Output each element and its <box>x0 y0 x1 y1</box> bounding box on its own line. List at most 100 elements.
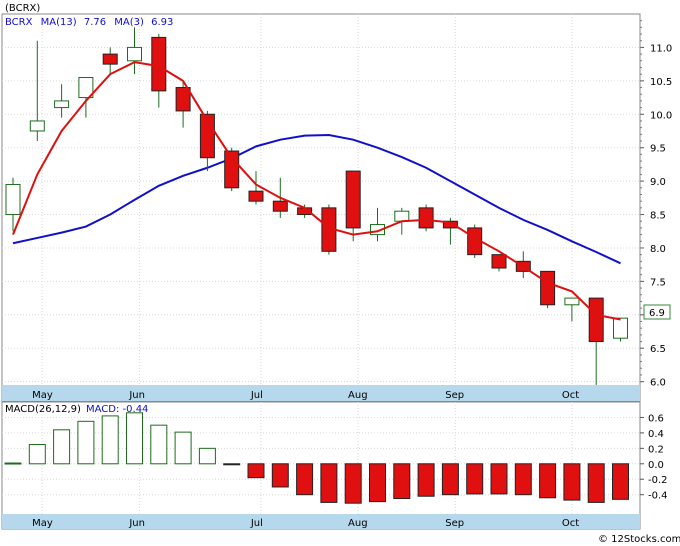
candle-body <box>29 120 45 132</box>
price-month-label: Jun <box>128 390 145 401</box>
price-axis: 6.06.57.07.58.08.59.09.510.010.511.0 <box>640 20 672 389</box>
ma3-path <box>12 61 621 321</box>
ma-legend: BCRX MA(13) 7.76 MA(3) 6.93 <box>5 17 173 28</box>
watermark: © 12Stocks.com <box>598 534 680 545</box>
last-price-value: 6.9 <box>649 308 665 319</box>
price-month-label: Jul <box>250 390 263 401</box>
candles <box>5 27 628 385</box>
candle-body <box>54 100 70 109</box>
macd-bar <box>441 463 459 496</box>
macd-bar <box>4 462 22 465</box>
macd-bar <box>320 463 338 503</box>
ma3-line <box>12 61 621 321</box>
candle <box>151 34 167 108</box>
macd-tick-label: 0.6 <box>648 413 664 424</box>
macd-month-label: Jul <box>250 518 263 529</box>
macd-tick-label: 0.4 <box>648 429 664 440</box>
candle <box>102 47 118 75</box>
candle-body <box>151 36 167 92</box>
price-tick-label: 9.5 <box>650 144 666 155</box>
symbol-label: (BCRX) <box>5 3 40 14</box>
ma3-legend-value: 6.93 <box>151 17 173 28</box>
ma-legend-symbol: BCRX <box>5 17 33 28</box>
macd-month-label: May <box>32 518 53 529</box>
price-date-strip <box>2 385 640 401</box>
ma13-path <box>12 133 621 265</box>
candle-body <box>370 224 385 236</box>
candle-body <box>248 190 264 202</box>
macd-bar <box>150 424 168 465</box>
candle <box>540 270 556 309</box>
macd-bar <box>126 412 143 465</box>
candle <box>29 40 45 142</box>
candle-body <box>345 170 361 229</box>
macd-bar <box>296 463 314 496</box>
macd-bar <box>417 463 435 497</box>
price-panel-frame <box>1 13 641 402</box>
macd-bar <box>393 463 411 500</box>
price-tick-label: 11.0 <box>650 43 672 54</box>
macd-bar <box>563 463 581 501</box>
price-tick-label: 8.5 <box>650 211 666 222</box>
candle-body <box>442 220 458 229</box>
price-month-label: Aug <box>348 390 368 401</box>
price-tick-label: 6.5 <box>650 344 666 355</box>
candle-body <box>102 53 118 65</box>
candle <box>564 297 580 322</box>
candle <box>5 177 21 232</box>
price-grid <box>2 14 640 385</box>
macd-month-label: Oct <box>562 518 579 529</box>
price-month-label: Sep <box>445 390 464 401</box>
macd-bars <box>4 412 629 504</box>
candle-body <box>394 210 410 222</box>
candle <box>491 254 507 272</box>
candle-body <box>272 200 288 212</box>
price-tick-label: 7.5 <box>650 277 666 288</box>
candle <box>78 77 94 118</box>
price-month-labels: May Jun Jul Aug Sep Oct <box>32 390 579 401</box>
macd-bar <box>490 463 508 495</box>
macd-tick-label: 0.2 <box>648 444 664 455</box>
macd-bar <box>466 463 484 495</box>
ma13-legend-value: 7.76 <box>84 17 106 28</box>
macd-bar <box>77 420 95 465</box>
candle <box>418 204 434 232</box>
price-tick-label: 10.0 <box>650 110 672 121</box>
macd-legend-value: -0.44 <box>123 404 149 415</box>
candle-body <box>418 207 434 229</box>
candle-body <box>613 317 628 339</box>
macd-month-labels: May Jun Jul Aug Sep Oct <box>32 518 579 529</box>
price-tick-label: 10.5 <box>650 77 672 88</box>
macd-bar <box>587 463 605 503</box>
macd-bar <box>223 463 241 466</box>
candle <box>224 147 240 192</box>
macd-month-label: Aug <box>348 518 368 529</box>
macd-month-label: Sep <box>445 518 464 529</box>
macd-bar <box>101 415 119 465</box>
macd-bar <box>174 431 192 465</box>
macd-tick-label: -0.2 <box>648 475 668 486</box>
macd-bar <box>271 463 289 488</box>
candle-body <box>540 270 556 306</box>
macd-tick-label: -0.4 <box>648 491 668 502</box>
macd-bar <box>53 429 71 465</box>
price-tick-label: 9.0 <box>650 177 666 188</box>
candle <box>248 171 264 205</box>
candle <box>127 27 142 75</box>
candle <box>54 84 70 118</box>
candle-body <box>5 183 21 216</box>
macd-bar <box>539 463 557 499</box>
macd-bar <box>247 463 265 479</box>
price-tick-label: 6.0 <box>650 378 666 389</box>
candle <box>175 80 191 128</box>
macd-month-label: Jun <box>128 518 145 529</box>
macd-axis: 0.6 0.4 0.2 0.0 -0.2 -0.4 <box>640 413 668 502</box>
macd-bar <box>198 447 216 465</box>
last-price-tag: 6.9 <box>643 304 671 320</box>
candle-body <box>78 77 94 99</box>
candle-body <box>564 297 580 306</box>
macd-legend-label: MACD: <box>86 404 119 415</box>
macd-title: MACD(26,12,9) <box>5 404 81 415</box>
macd-date-strip <box>2 514 640 529</box>
candle <box>613 317 628 342</box>
